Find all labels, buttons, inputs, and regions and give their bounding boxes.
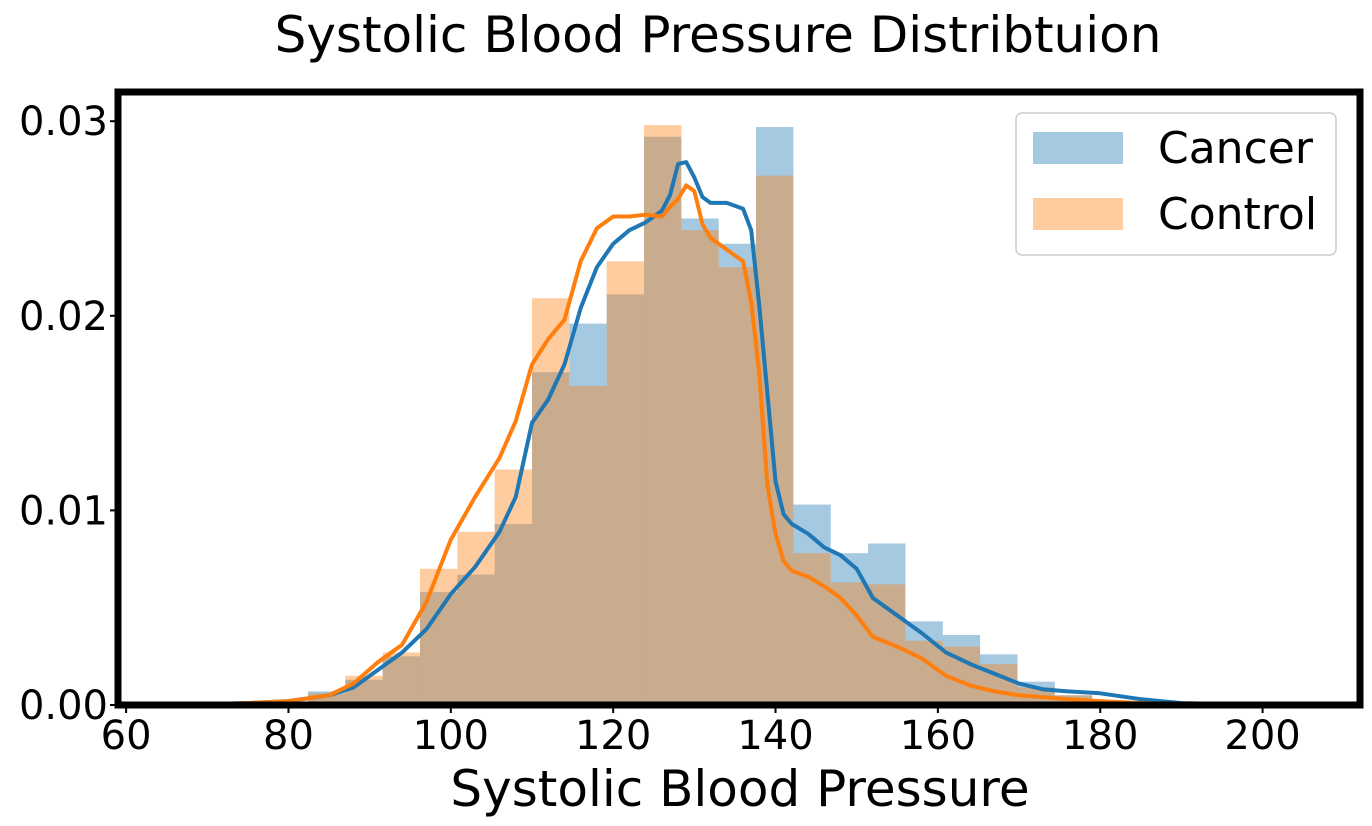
histogram-bar [830,582,869,705]
histogram-bar [606,294,645,705]
plot-area: 60 80 100 120 140 160 180 200 0.00 0.01 0.02 0.03 Ca… [19,88,1364,759]
x-axis-label: Systolic Blood Pressure [450,760,1029,818]
histogram-bar [793,553,831,705]
kde-line-control [205,183,1265,705]
histogram-bar [644,136,682,705]
x-tick-label: 100 [413,713,489,759]
legend-box [1015,112,1337,256]
legend-swatch-control [1033,198,1123,230]
x-tick-label: 60 [101,713,152,759]
histogram-bar [756,175,794,705]
x-tick-label: 120 [575,713,651,759]
kde-line-cancer [205,160,1265,705]
histogram-bar [494,524,532,705]
x-tick-label: 140 [737,713,813,759]
legend-swatch-cancer [1033,132,1123,164]
histogram-bar [644,125,682,705]
legend-label-cancer: Cancer [1158,123,1314,174]
histogram-bar [307,693,346,705]
histogram-bar [718,243,757,705]
histogram-bar [457,574,495,705]
y-tick-label: 0.00 [19,683,108,729]
histogram-bar [681,230,719,705]
histogram-bar [457,531,495,705]
histogram-bar [868,543,906,705]
histogram-bar [569,385,607,705]
histogram-bar [718,267,757,705]
x-tick-label: 80 [263,713,314,759]
histogram-bar [681,218,719,705]
y-tick-label: 0.01 [19,488,108,534]
histogram-bar [419,568,458,705]
legend-label-control: Control [1158,189,1317,240]
histogram-bar [569,323,607,705]
legend: Cancer Control [1015,112,1337,256]
x-tick-label: 180 [1062,713,1138,759]
chart-title: Systolic Blood Pressure Distribtuion [275,6,1162,64]
kde-group [205,160,1265,705]
histogram-bar [606,261,645,705]
y-tick-label: 0.03 [19,99,108,145]
histogram-bar [494,469,532,705]
plot-frame [114,88,1364,709]
histogram-bar [868,584,906,705]
histogram-bar [532,372,570,705]
y-tick-label: 0.02 [19,294,108,340]
x-tick-label: 160 [900,713,976,759]
x-tick-label: 200 [1224,713,1300,759]
histogram-bar [942,634,981,705]
histogram-bar [905,640,943,705]
